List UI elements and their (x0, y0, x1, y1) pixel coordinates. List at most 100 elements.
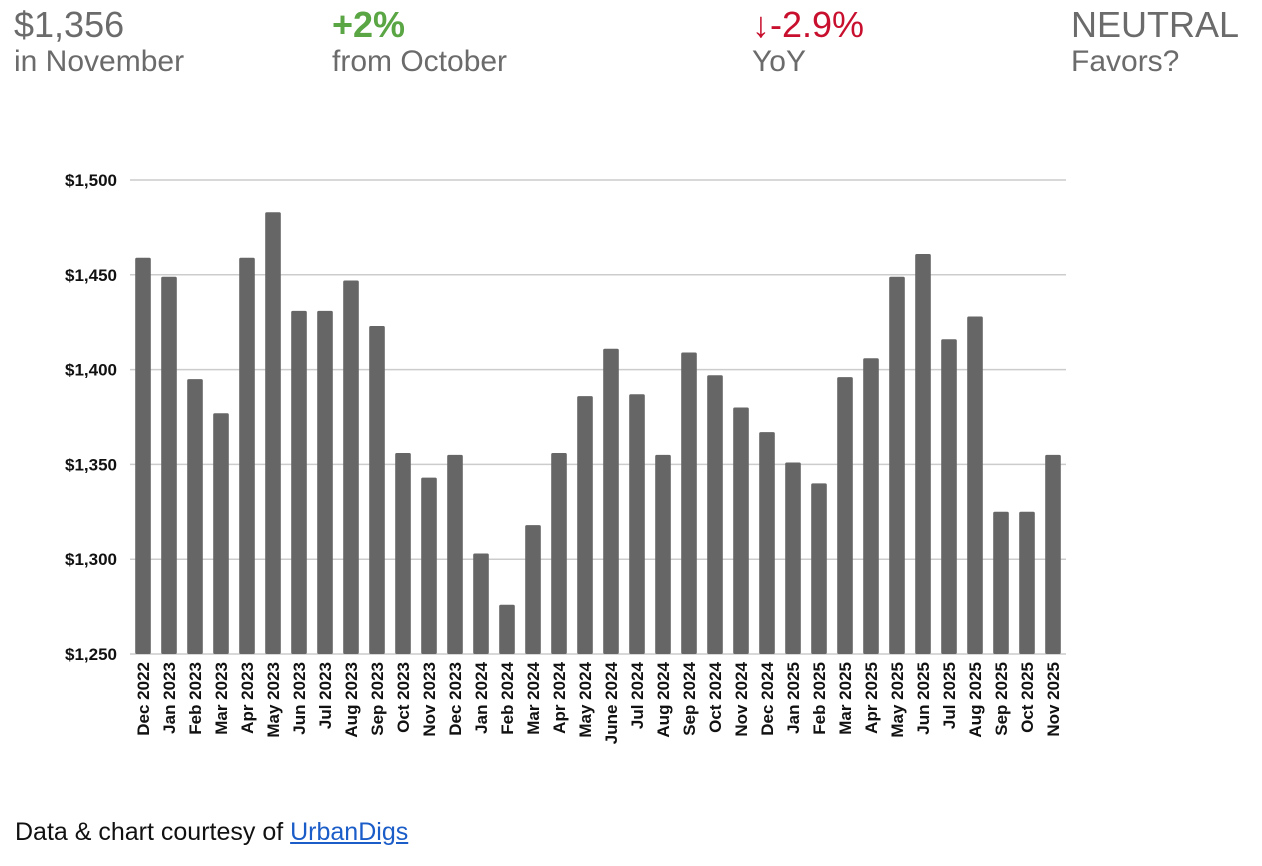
chart-gridlines (130, 179, 1066, 655)
bar-sep-2023 (369, 325, 385, 654)
y-axis-tick-labels: $1,250 $1,300 $1,350 $1,400 $1,450 $1,500 (65, 171, 117, 664)
bar-feb-2023 (187, 379, 203, 654)
x-tick-label: Jun 2025 (914, 662, 933, 735)
year-over-year-value: -2.9% (770, 4, 865, 45)
x-tick-label: Apr 2023 (238, 662, 257, 734)
x-tick-label: Jul 2024 (628, 661, 647, 729)
bar-mar-2023 (213, 413, 229, 654)
x-tick-label: Nov 2023 (420, 662, 439, 737)
x-tick-label: Feb 2025 (810, 662, 829, 735)
bar-may-2025 (889, 276, 905, 654)
bar-sep-2024 (681, 352, 697, 654)
x-tick-label: Nov 2025 (1044, 662, 1063, 737)
bar-aug-2024 (655, 454, 671, 654)
bar-jan-2023 (161, 276, 177, 654)
bar-mar-2025 (837, 377, 853, 654)
market-favors-value: NEUTRAL (1071, 4, 1240, 45)
bar-jun-2023 (291, 310, 307, 654)
bar-jun-2025 (915, 253, 931, 654)
bar-apr-2023 (239, 257, 255, 654)
bar-apr-2024 (551, 453, 567, 654)
x-tick-label: Jul 2023 (316, 662, 335, 729)
bar-dec-2022 (135, 257, 151, 654)
bar-may-2023 (265, 212, 281, 654)
x-tick-label: Apr 2024 (550, 661, 569, 733)
bar-feb-2024 (499, 604, 515, 654)
x-axis-tick-labels: Dec 2022 Jan 2023 Feb 2023 Mar 2023 Apr 2023… (134, 661, 1063, 744)
current-price-stat: $1,356 in November (14, 6, 184, 80)
bar-sep-2025 (993, 511, 1009, 654)
x-tick-label: Nov 2024 (732, 661, 751, 736)
x-tick-label: Feb 2024 (498, 661, 517, 734)
bar-feb-2025 (811, 483, 827, 654)
bar-aug-2025 (967, 316, 983, 654)
current-price-caption: in November (14, 45, 185, 78)
bar-apr-2025 (863, 358, 879, 654)
y-tick-label: $1,250 (65, 645, 117, 664)
y-tick-label: $1,450 (65, 266, 117, 285)
x-tick-label: Jan 2025 (784, 662, 803, 734)
x-tick-label: May 2023 (264, 662, 283, 738)
bar-oct-2024 (707, 375, 723, 654)
price-bar-chart: $1,250 $1,300 $1,350 $1,400 $1,450 $1,500 Dec… (65, 171, 1066, 744)
bar-may-2024 (577, 396, 593, 654)
x-tick-label: May 2024 (576, 661, 595, 737)
x-tick-label: Aug 2025 (966, 662, 985, 738)
y-tick-label: $1,500 (65, 171, 117, 190)
x-tick-label: Jul 2025 (940, 662, 959, 729)
x-tick-label: Sep 2025 (992, 662, 1011, 736)
x-tick-label: Dec 2024 (758, 661, 777, 735)
y-tick-label: $1,400 (65, 361, 117, 380)
chart-bars (135, 212, 1061, 654)
month-over-month-caption: from October (332, 45, 508, 78)
bar-jul-2024 (629, 394, 645, 654)
bar-jul-2023 (317, 310, 333, 654)
x-tick-label: Sep 2023 (368, 662, 387, 736)
x-tick-label: Sep 2024 (680, 661, 699, 735)
credit-text: Data & chart courtesy of (15, 818, 291, 846)
chart-credit: Data & chart courtesy of UrbanDigs (15, 818, 408, 847)
bar-oct-2025 (1019, 511, 1035, 654)
month-over-month-stat: +2% from October (332, 6, 507, 80)
bar-jul-2025 (941, 339, 957, 654)
urbandigs-link[interactable]: UrbanDigs (290, 818, 409, 846)
down-arrow-icon: ↓ (752, 4, 770, 45)
x-tick-label: May 2025 (888, 662, 907, 738)
month-over-month-value: +2% (332, 4, 406, 45)
x-tick-label: Mar 2023 (212, 662, 231, 735)
bar-jan-2024 (473, 553, 489, 654)
y-tick-label: $1,350 (65, 455, 117, 474)
x-tick-label: Jan 2023 (160, 662, 179, 734)
bar-jan-2025 (785, 462, 801, 654)
x-tick-label: Mar 2024 (524, 661, 543, 734)
bar-nov-2024 (733, 407, 749, 654)
bar-june-2024 (603, 348, 619, 654)
bar-nov-2025 (1045, 454, 1061, 654)
bar-mar-2024 (525, 525, 541, 654)
market-favors-stat: NEUTRAL Favors? (1071, 6, 1239, 80)
market-favors-caption: Favors? (1071, 45, 1180, 78)
x-tick-label: June 2024 (602, 661, 621, 744)
bar-dec-2023 (447, 454, 463, 654)
bar-dec-2024 (759, 432, 775, 654)
x-tick-label: Aug 2024 (654, 661, 673, 737)
x-tick-label: Apr 2025 (862, 662, 881, 734)
bar-nov-2023 (421, 477, 437, 654)
x-tick-label: Oct 2023 (394, 662, 413, 733)
x-tick-label: Aug 2023 (342, 662, 361, 738)
x-tick-label: Oct 2024 (706, 661, 725, 732)
x-tick-label: Jan 2024 (472, 661, 491, 733)
year-over-year-stat: ↓-2.9% YoY (752, 6, 864, 80)
current-price-value: $1,356 (14, 4, 125, 45)
x-tick-label: Oct 2025 (1018, 662, 1037, 733)
x-tick-label: Jun 2023 (290, 662, 309, 735)
x-tick-label: Mar 2025 (836, 662, 855, 735)
bar-aug-2023 (343, 280, 359, 654)
x-tick-label: Dec 2023 (446, 662, 465, 736)
year-over-year-line: ↓-2.9% (752, 6, 864, 44)
x-tick-label: Feb 2023 (186, 662, 205, 735)
x-tick-label: Dec 2022 (134, 662, 153, 736)
y-tick-label: $1,300 (65, 550, 117, 569)
year-over-year-caption: YoY (752, 45, 806, 78)
bar-oct-2023 (395, 453, 411, 654)
